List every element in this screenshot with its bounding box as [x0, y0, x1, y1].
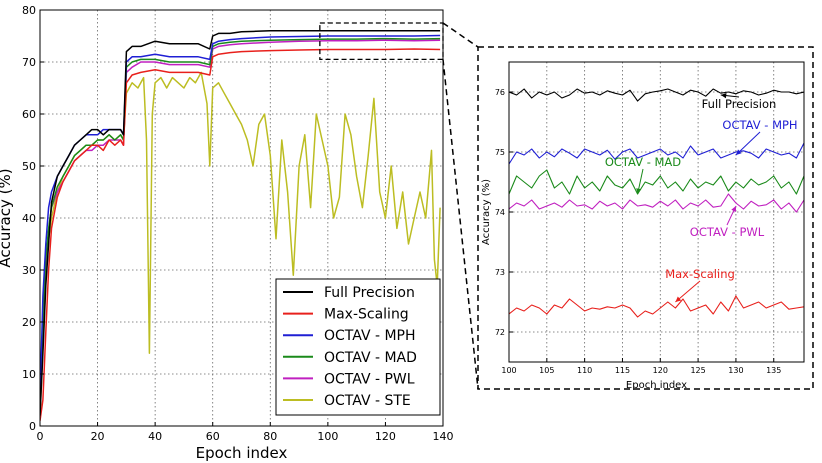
annotation-octav-mph: OCTAV - MPH — [722, 118, 797, 132]
x-tick-label: 80 — [263, 430, 277, 443]
y-tick-label: 50 — [22, 160, 36, 173]
x-tick-label: 105 — [539, 366, 554, 375]
main-chart: 0 20 40 60 80 100 120 14001020304050607080Epoch… — [0, 4, 454, 462]
x-tick-label: 120 — [375, 430, 396, 443]
series-line-octav-mad — [509, 169, 804, 195]
legend-box — [275, 278, 441, 416]
x-tick-label: 110 — [577, 366, 592, 375]
y-tick-label: 0 — [29, 420, 36, 433]
annotation-arrowhead-octav-pwl — [731, 206, 736, 212]
y-tick-label: 60 — [22, 108, 36, 121]
x-tick-label: 60 — [206, 430, 220, 443]
x-axis-label: Epoch index — [196, 444, 288, 462]
y-tick-label: 80 — [22, 4, 36, 17]
legend-label-octav-mph: OCTAV - MPH — [324, 328, 416, 344]
annotation-arrowhead-octav-mad — [636, 188, 642, 194]
annotation-arrowhead-octav-mph — [735, 149, 742, 155]
annotation-arrowhead-max-scaling — [675, 296, 682, 302]
legend-label-octav-mad: OCTAV - MAD — [324, 350, 417, 366]
annotation-arrow-octav-mph — [735, 131, 761, 156]
zoom-connector-top — [442, 22, 479, 48]
y-tick-label: 75 — [495, 148, 505, 157]
legend-label-octav-pwl: OCTAV - PWL — [324, 371, 415, 387]
y-tick-label: 30 — [22, 264, 36, 277]
series-line-octav-mph — [509, 142, 804, 165]
y-tick-label: 76 — [495, 88, 505, 97]
y-axis-label: Accuracy (%) — [481, 179, 492, 245]
series-line-max-scaling — [40, 48, 441, 421]
y-tick-label: 40 — [22, 212, 36, 225]
zoom-region-box — [319, 22, 444, 61]
y-tick-label: 20 — [22, 316, 36, 329]
legend-label-max-scaling: Max-Scaling — [324, 307, 409, 323]
annotation-full-precision: Full Precision — [702, 97, 777, 111]
y-tick-label: 70 — [22, 56, 36, 69]
legend-label-octav-ste: OCTAV - STE — [324, 393, 411, 409]
x-tick-label: 125 — [690, 366, 705, 375]
y-tick-label: 73 — [495, 268, 505, 277]
series-line-full-precision — [40, 30, 441, 416]
annotation-arrowhead-full-precision — [720, 93, 727, 99]
zoom-connector-bottom — [442, 59, 479, 390]
x-tick-label: 100 — [501, 366, 516, 375]
series-line-full-precision — [509, 88, 804, 102]
y-axis-label: Accuracy (%) — [0, 168, 14, 267]
x-axis-label: Epoch index — [626, 380, 687, 391]
annotation-max-scaling: Max-Scaling — [665, 267, 735, 281]
x-tick-label: 140 — [433, 430, 454, 443]
x-tick-label: 20 — [91, 430, 105, 443]
x-tick-label: 135 — [766, 366, 781, 375]
x-tick-label: 120 — [653, 366, 668, 375]
annotation-arrow-max-scaling — [675, 280, 701, 303]
x-tick-label: 115 — [615, 366, 630, 375]
series-line-octav-pwl — [509, 193, 804, 213]
x-tick-label: 0 — [37, 430, 44, 443]
series-line-max-scaling — [509, 295, 804, 318]
y-tick-label: 10 — [22, 368, 36, 381]
x-tick-label: 130 — [728, 366, 743, 375]
x-tick-label: 40 — [148, 430, 162, 443]
legend-label-full-precision: Full Precision — [324, 285, 415, 301]
annotation-octav-mad: OCTAV - MAD — [605, 155, 681, 169]
x-tick-label: 100 — [317, 430, 338, 443]
annotation-octav-pwl: OCTAV - PWL — [690, 225, 765, 239]
inset-chart: 100 105 110 115 120 125 130 135 72 73 74 75 76 Epoch … — [481, 61, 805, 391]
y-tick-label: 72 — [495, 328, 505, 337]
y-tick-label: 74 — [495, 208, 505, 217]
